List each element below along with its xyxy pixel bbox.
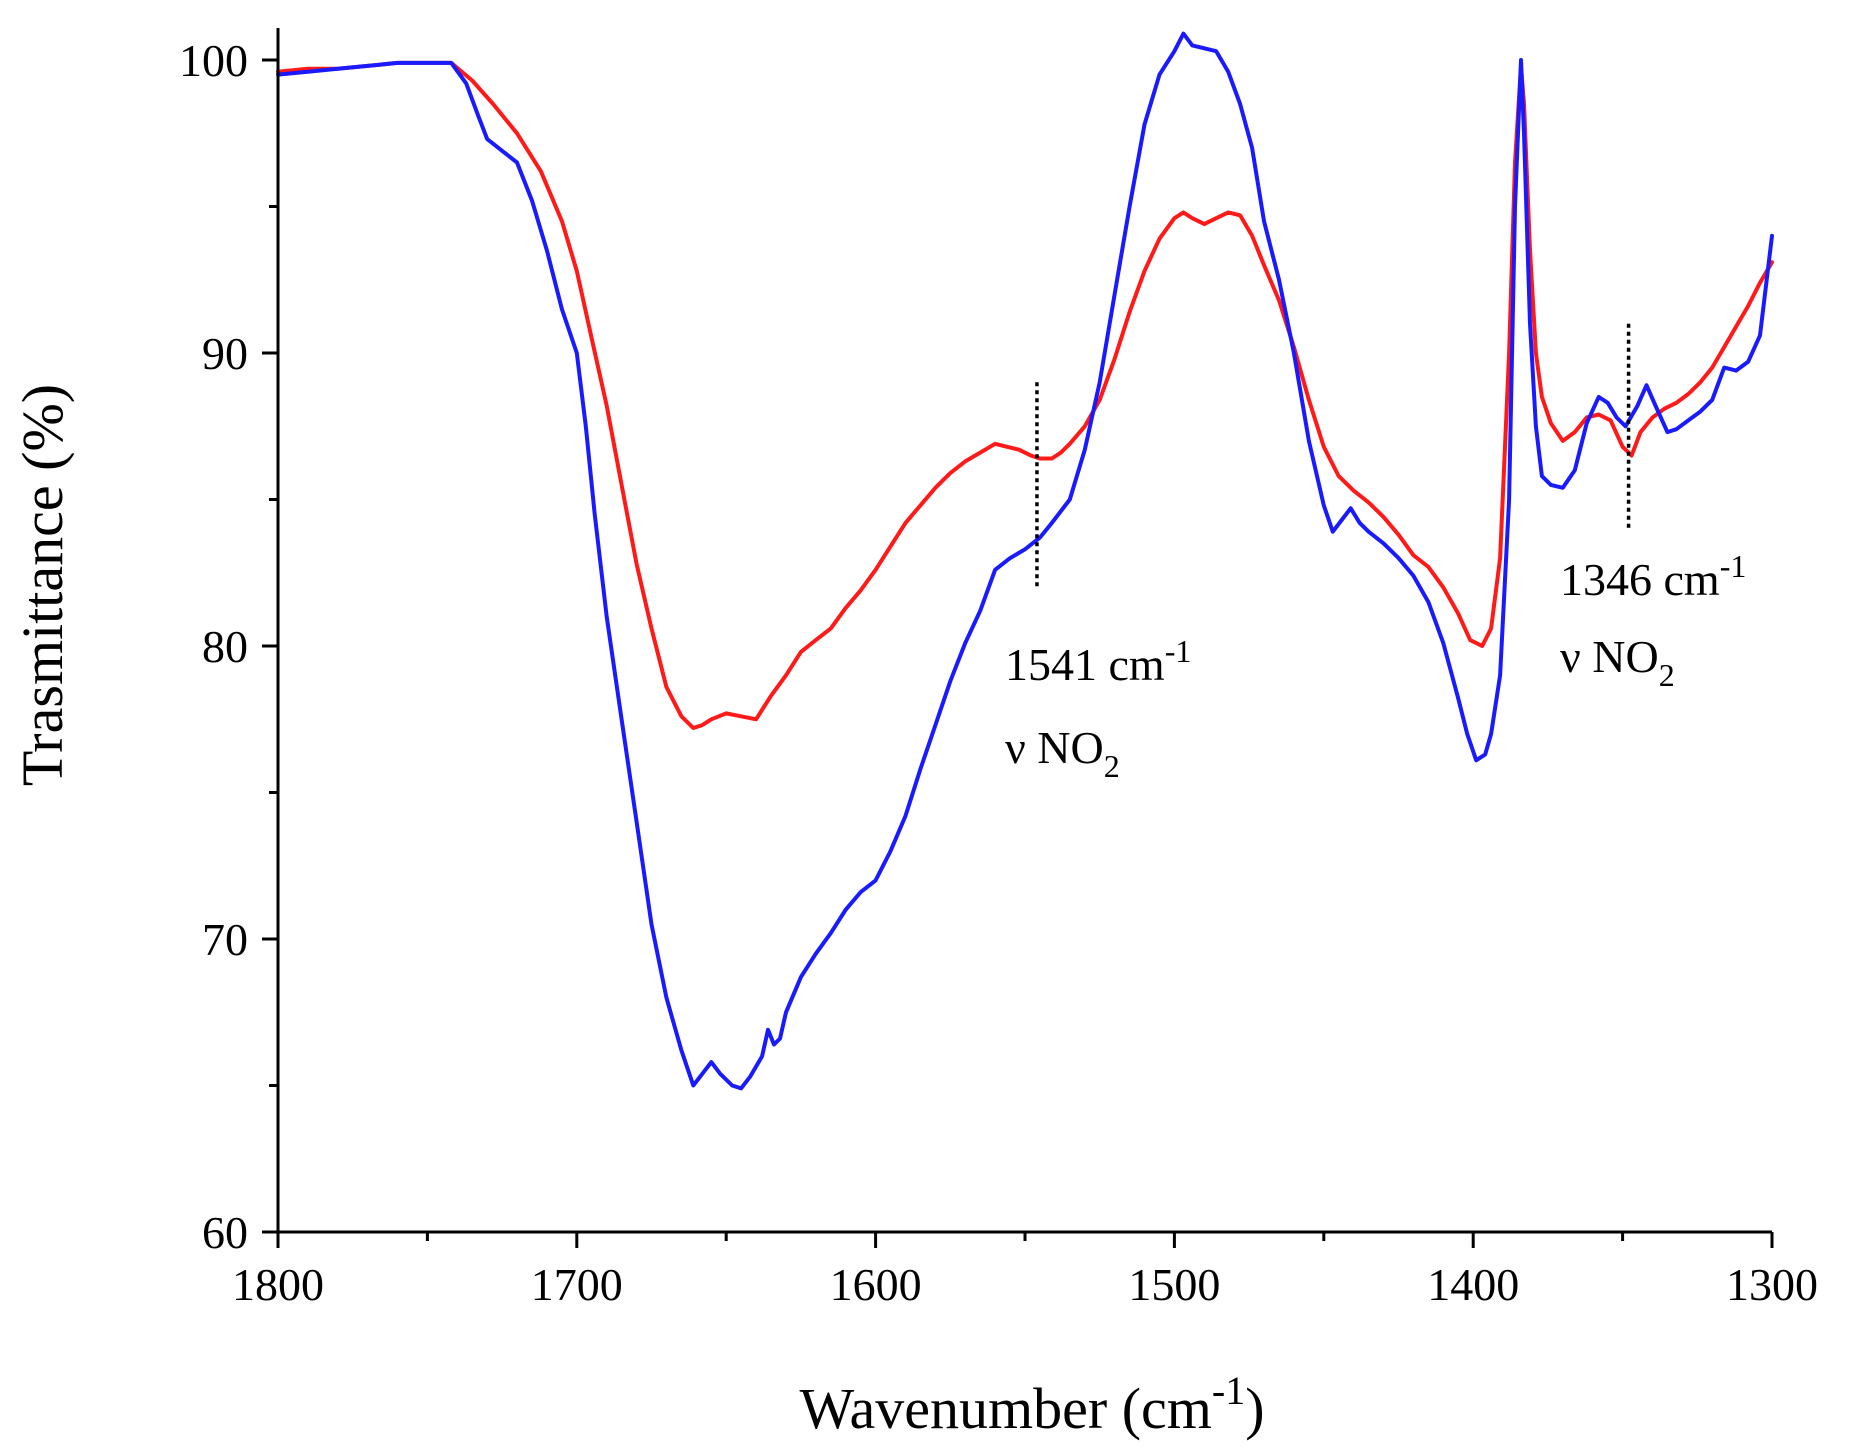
x-tick-label: 1300 (1726, 1259, 1818, 1310)
annotation-sublabel-1541-sub: 2 (1104, 748, 1120, 784)
annotation-label-1346-sup: -1 (1720, 548, 1747, 584)
x-axis-title-close: ) (1245, 1376, 1264, 1441)
annotation-label-1346: 1346 cm-1 (1560, 548, 1746, 605)
x-axis-title-text: Wavenumber (cm (799, 1376, 1211, 1441)
annotation-sublabel-1346: ν NO2 (1560, 631, 1675, 693)
annotation-label-1541: 1541 cm-1 (1005, 633, 1191, 690)
annotation-sublabel-1346-sub: 2 (1659, 657, 1675, 693)
y-tick-label: 90 (202, 328, 248, 379)
y-tick-label: 100 (179, 35, 248, 86)
x-tick-label: 1400 (1427, 1259, 1519, 1310)
x-tick-label: 1500 (1128, 1259, 1220, 1310)
axes: 1800 1700 1600 1500 1400 1300 60 70 80 90 100 (179, 28, 1818, 1310)
y-tick-label: 80 (202, 621, 248, 672)
x-tick-label: 1700 (531, 1259, 623, 1310)
x-ticks: 1800 1700 1600 1500 1400 1300 (232, 1232, 1818, 1310)
series-line-blue (276, 31, 1774, 1091)
y-tick-label: 60 (202, 1207, 248, 1258)
annotation-sublabel-1541: ν NO2 (1005, 722, 1120, 784)
x-tick-label: 1800 (232, 1259, 324, 1310)
series-line-red (276, 60, 1774, 730)
annotation-sublabel-1346-text: ν NO (1560, 631, 1659, 682)
annotation-label-1346-text: 1346 cm (1560, 554, 1720, 605)
annotation-sublabel-1541-text: ν NO (1005, 722, 1104, 773)
plot-series (276, 31, 1774, 1091)
annotation-label-1541-text: 1541 cm (1005, 639, 1165, 690)
x-tick-label: 1600 (830, 1259, 922, 1310)
y-axis-title: Trasmittance (%) (10, 384, 75, 786)
y-tick-label: 70 (202, 914, 248, 965)
annotations: 1541 cm-1 ν NO2 1346 cm-1 ν NO2 (1005, 323, 1746, 784)
x-axis-title-sup: -1 (1212, 1368, 1245, 1413)
annotation-label-1541-sup: -1 (1165, 633, 1192, 669)
y-ticks: 60 70 80 90 100 (179, 35, 278, 1258)
x-axis-title: Wavenumber (cm-1) (799, 1368, 1264, 1441)
